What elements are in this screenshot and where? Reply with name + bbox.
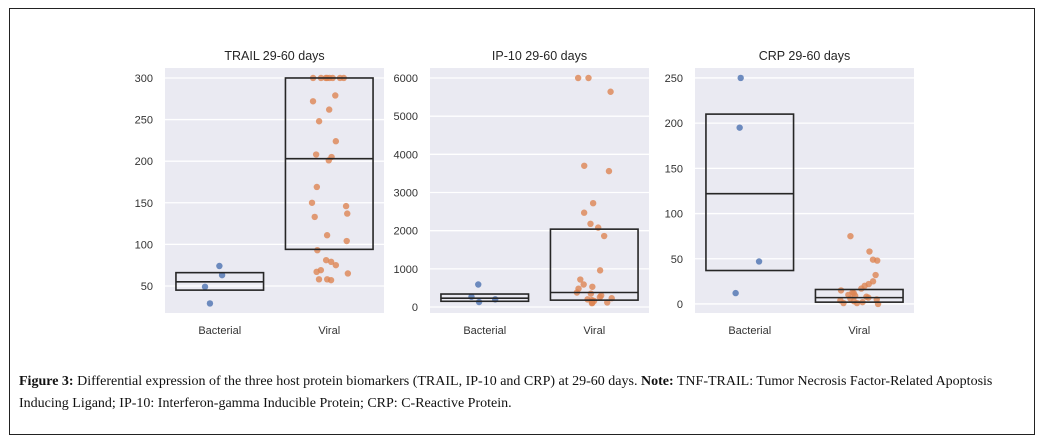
data-point-viral <box>309 98 317 105</box>
y-tick-label: 6000 <box>394 73 418 85</box>
data-point-viral <box>853 299 861 307</box>
data-point-viral <box>315 118 323 125</box>
data-point-viral <box>873 257 881 264</box>
plot-background <box>695 68 914 313</box>
data-point-viral <box>574 74 582 82</box>
y-tick-label: 0 <box>412 302 418 314</box>
y-tick-label: 100 <box>665 209 683 221</box>
y-tick-label: 4000 <box>394 149 418 161</box>
y-tick-label: 100 <box>135 239 153 251</box>
data-point-viral <box>580 281 587 288</box>
y-tick-label: 300 <box>135 73 153 85</box>
data-point-viral <box>596 267 604 274</box>
box-viral <box>284 77 374 251</box>
panel-title: CRP 29-60 days <box>759 49 851 63</box>
caption-text: Differential expression of the three hos… <box>73 374 641 389</box>
data-point-viral <box>587 290 595 297</box>
data-point-viral <box>587 220 594 228</box>
data-point-viral <box>332 92 339 99</box>
y-tick-label: 200 <box>665 118 683 130</box>
data-point-viral <box>323 232 331 239</box>
y-tick-label: 250 <box>665 73 683 85</box>
data-point-viral <box>577 276 584 283</box>
data-point-viral <box>308 199 316 206</box>
caption-note-label: Note: <box>640 374 674 389</box>
x-tick-label: Viral <box>318 325 340 337</box>
y-tick-label: 1000 <box>394 264 418 276</box>
data-point-bacterial <box>475 281 482 288</box>
data-point-viral <box>585 74 592 82</box>
data-point-viral <box>327 276 335 284</box>
data-point-viral <box>325 106 333 113</box>
box-viral <box>814 288 904 303</box>
y-tick-label: 50 <box>141 281 153 293</box>
data-point-bacterial <box>755 258 763 265</box>
x-tick-label: Viral <box>583 325 605 337</box>
data-point-viral <box>311 213 318 221</box>
data-point-bacterial <box>736 124 743 131</box>
data-point-viral <box>596 293 604 301</box>
data-point-viral <box>588 299 596 307</box>
data-point-viral <box>312 151 320 158</box>
plot-background <box>165 68 384 313</box>
caption-note-text: TNF-TRAIL: Tumor Necrosis Factor-Related… <box>19 374 993 411</box>
data-point-viral <box>332 261 340 269</box>
data-point-viral <box>589 283 596 290</box>
y-tick-label: 3000 <box>394 188 418 200</box>
data-point-bacterial <box>737 74 744 82</box>
data-point-viral <box>840 299 847 307</box>
data-point-bacterial <box>732 289 739 297</box>
figure-charts: 50 100 150 200 250 300 TRAIL 29-60 days Bacteri… <box>135 49 914 337</box>
data-point-viral <box>858 285 865 292</box>
panel-title: TRAIL 29-60 days <box>224 49 324 63</box>
y-tick-label: 150 <box>665 163 683 175</box>
figure-caption: Figure 3: Differential expression of the… <box>19 371 1019 415</box>
data-point-viral <box>327 258 335 266</box>
data-point-bacterial <box>218 271 226 279</box>
data-point-viral <box>607 88 614 95</box>
y-tick-label: 50 <box>671 254 683 266</box>
y-tick-label: 250 <box>135 115 153 127</box>
figure-frame <box>9 8 1035 435</box>
data-point-bacterial <box>216 262 223 270</box>
box-viral <box>549 228 639 301</box>
data-point-viral <box>342 202 350 210</box>
data-point-viral <box>343 237 350 245</box>
data-point-bacterial <box>201 283 209 290</box>
y-tick-label: 2000 <box>394 226 418 238</box>
data-point-bacterial <box>206 300 214 307</box>
data-point-viral <box>589 199 597 207</box>
data-point-viral <box>344 210 351 217</box>
box-bacterial <box>705 113 795 272</box>
y-tick-label: 150 <box>135 198 153 210</box>
plot-background <box>430 68 649 313</box>
data-point-viral <box>605 167 613 175</box>
y-tick-label: 200 <box>135 156 153 168</box>
data-point-viral <box>322 256 330 264</box>
panel-title: IP-10 29-60 days <box>492 49 587 63</box>
data-point-viral <box>332 138 340 145</box>
y-tick-label: 0 <box>677 299 683 311</box>
data-point-viral <box>580 209 588 216</box>
data-point-viral <box>581 162 588 169</box>
caption-label: Figure 3: <box>19 374 74 389</box>
data-point-viral <box>344 270 352 277</box>
data-point-viral <box>315 276 323 283</box>
data-point-viral <box>313 183 321 191</box>
data-point-viral <box>314 246 321 254</box>
x-tick-label: Bacterial <box>728 325 771 337</box>
data-point-viral <box>872 271 879 279</box>
data-point-viral <box>866 248 873 255</box>
data-point-viral <box>837 287 845 294</box>
data-point-viral <box>847 232 854 240</box>
data-point-viral <box>600 232 608 240</box>
data-point-viral <box>313 268 320 276</box>
x-tick-label: Viral <box>848 325 870 337</box>
x-tick-label: Bacterial <box>198 325 241 337</box>
y-tick-label: 5000 <box>394 111 418 123</box>
x-tick-label: Bacterial <box>463 325 506 337</box>
